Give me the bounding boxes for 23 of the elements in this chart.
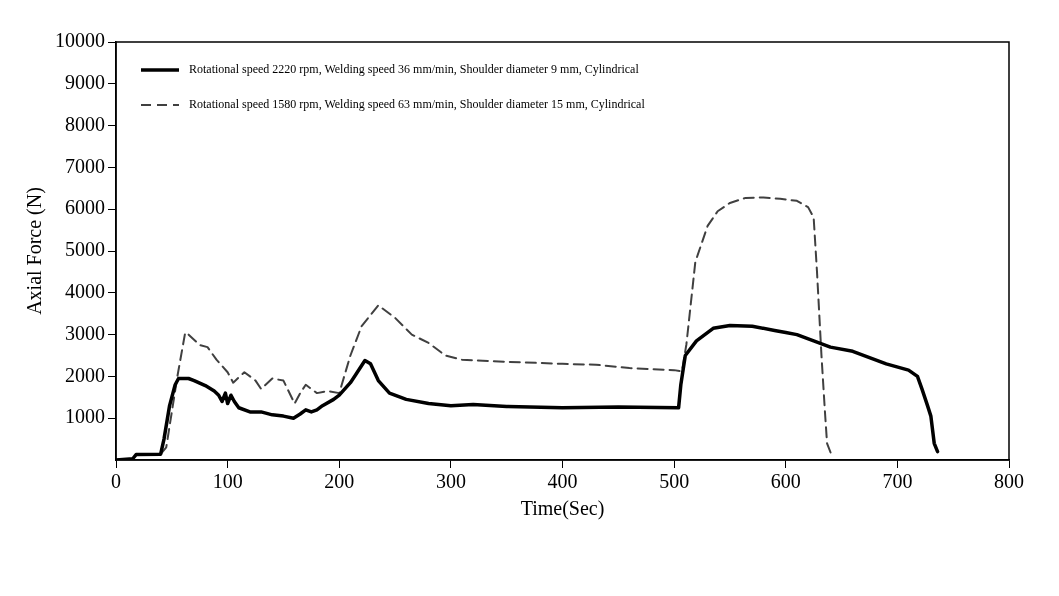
x-tick-label: 300: [435, 470, 466, 493]
legend-label: Rotational speed 1580 rpm, Welding speed 63 mm/min, Shoulder diameter 15 mm, Cylindrical: [189, 97, 646, 112]
x-tick-label: 100: [212, 470, 243, 493]
y-tick-label: 3000: [65, 321, 105, 344]
y-tick-label: 4000: [65, 280, 105, 303]
y-tick-label: 5000: [65, 238, 105, 261]
y-tick-label: 8000: [65, 112, 105, 135]
x-tick-label: 0: [111, 470, 121, 493]
y-tick-label: 9000: [65, 71, 105, 94]
x-tick-label: 500: [659, 470, 690, 493]
x-tick-label: 600: [770, 470, 801, 493]
y-tick-label: 10000: [55, 29, 105, 52]
y-axis-title: Axial Force (N): [23, 187, 47, 315]
x-tick-label: 400: [547, 470, 578, 493]
x-axis-title: Time(Sec): [520, 497, 605, 521]
y-tick-label: 6000: [65, 196, 105, 219]
x-tick-label: 200: [324, 470, 355, 493]
y-tick-label: 2000: [65, 363, 105, 386]
y-tick-label: 1000: [65, 405, 105, 428]
legend-label: Rotational speed 2220 rpm, Welding speed 36 mm/min, Shoulder diameter 9 mm, Cylindrical: [189, 62, 640, 77]
x-tick-label: 800: [994, 470, 1024, 493]
y-tick-label: 7000: [65, 154, 105, 177]
x-tick-label: 700: [882, 470, 913, 493]
